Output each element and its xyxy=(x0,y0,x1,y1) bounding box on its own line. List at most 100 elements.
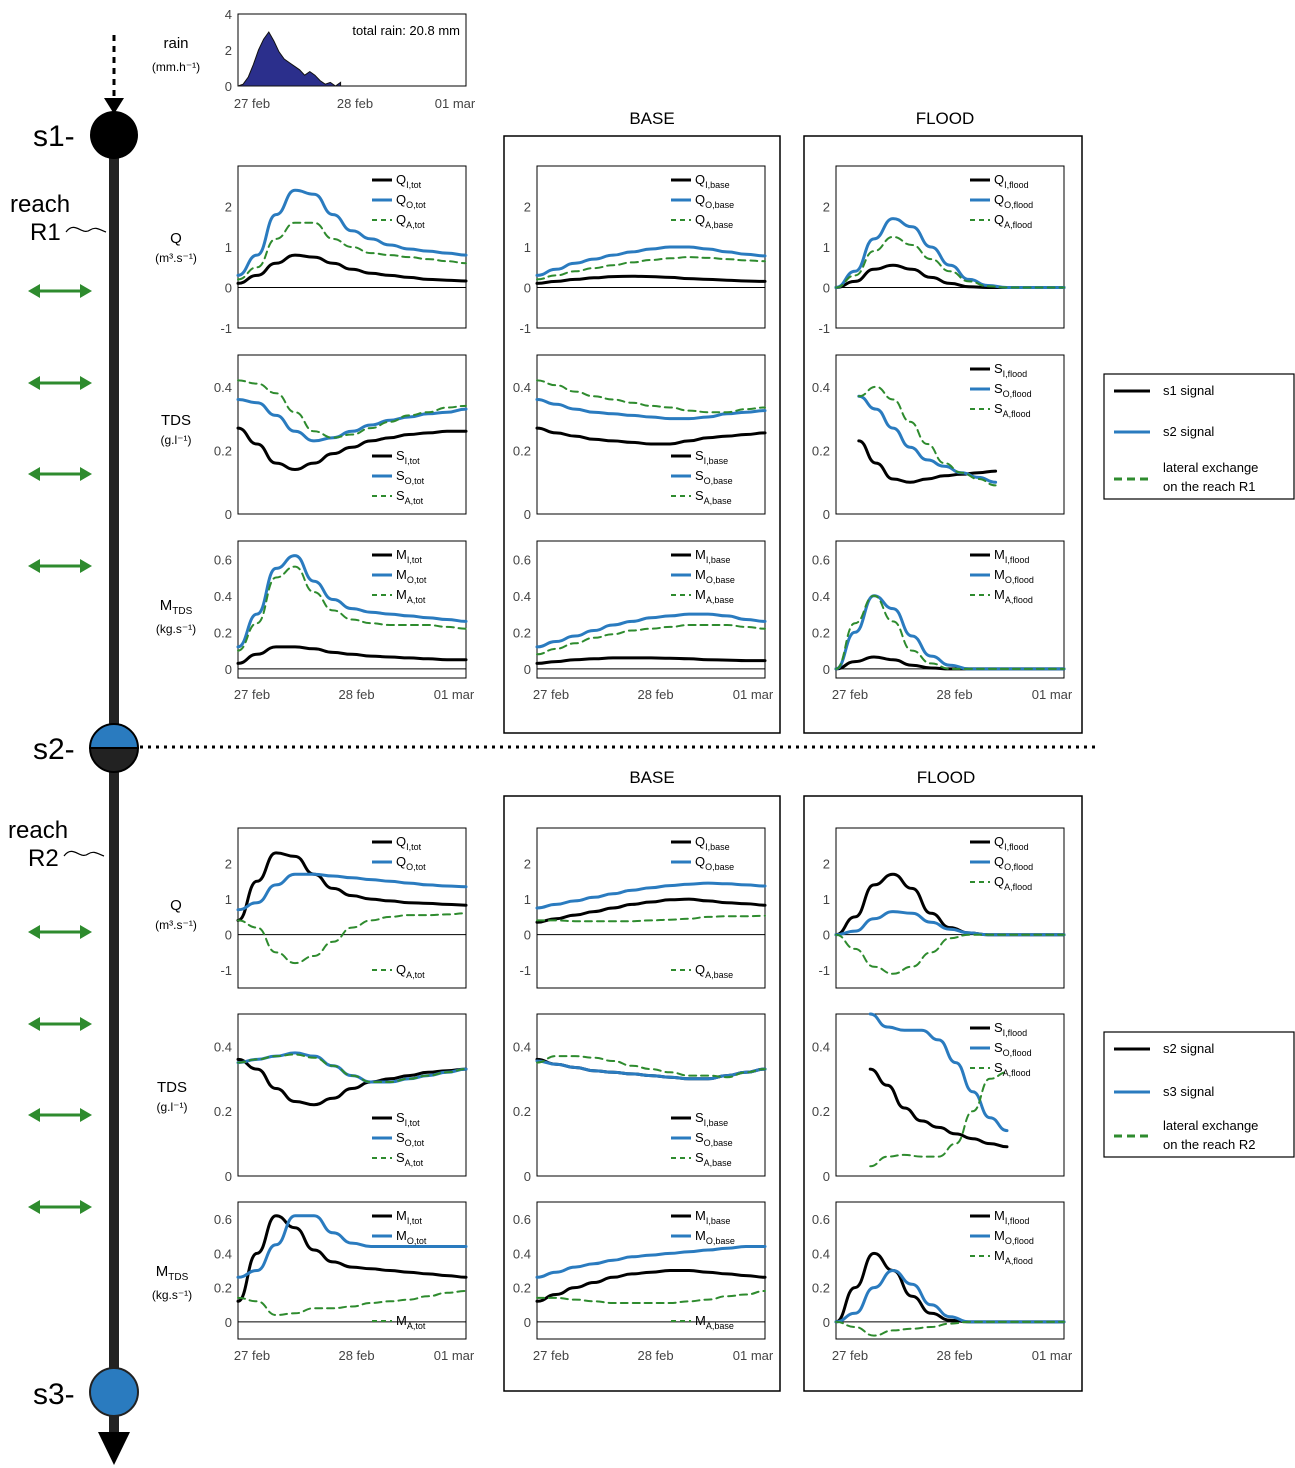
series-line-lateral xyxy=(536,256,766,281)
panel-axes xyxy=(536,540,766,679)
q-label-r2: Q xyxy=(170,897,182,914)
ytick-label: 0 xyxy=(225,1169,232,1184)
xtick-label: 28 feb xyxy=(637,1348,673,1363)
m-unit-r2: (kg.s⁻¹) xyxy=(152,1288,192,1302)
panel-legend-label: MO,flood xyxy=(994,1228,1034,1246)
exchange-arrow-head-left xyxy=(28,376,40,390)
exchange-arrow-3 xyxy=(28,467,92,481)
panel-legend-label: SI,flood xyxy=(994,1020,1027,1038)
ytick-label: 0 xyxy=(225,1315,232,1330)
series-line-outflow xyxy=(535,1245,767,1279)
panel-r2-flood-m: 0 0.2 0.4 0.6 MI,flood MO,flood MA,flood 27 feb… xyxy=(812,1201,1073,1363)
panel-r1-tot-tds: 0 0.2 0.4 SI,tot SO,tot SA,tot xyxy=(214,354,468,522)
panel-axes xyxy=(237,827,467,989)
series-line-lateral xyxy=(237,221,467,281)
panel-legend-label: QA,base xyxy=(695,212,733,230)
ytick-label: 0.4 xyxy=(513,1246,531,1261)
panel-legend-label: QI,base xyxy=(695,834,730,852)
ytick-label: -1 xyxy=(519,321,531,336)
ytick-label: 0 xyxy=(524,928,531,943)
series-line-inflow xyxy=(535,897,767,924)
panel-legend-label: QI,flood xyxy=(994,172,1029,190)
series-line-lateral xyxy=(536,1290,766,1305)
ytick-label: 0 xyxy=(524,507,531,522)
panel-legend-label: QO,base xyxy=(695,192,734,210)
exchange-arrow-7 xyxy=(28,1108,92,1122)
panel-legend-label: SO,flood xyxy=(994,381,1032,399)
panel-legend-label: QI,flood xyxy=(994,834,1029,852)
legend-r1-s2-label: s2 signal xyxy=(1163,424,1214,439)
panel-legend-label: MA,flood xyxy=(994,1248,1033,1266)
panel-axes xyxy=(536,1201,766,1340)
exchange-arrow-head-left xyxy=(28,925,40,939)
rain-xtick-1: 27 feb xyxy=(234,96,270,111)
xtick-label: 28 feb xyxy=(936,687,972,702)
series-line-lateral xyxy=(237,1290,467,1317)
ytick-label: -1 xyxy=(220,963,232,978)
panel-legend-label: MI,base xyxy=(695,547,730,565)
outflow-arrowhead xyxy=(98,1432,130,1465)
series-line-lateral xyxy=(869,1071,1008,1168)
base-title-r1: BASE xyxy=(629,109,674,128)
ytick-label: 0.2 xyxy=(812,625,830,640)
panel-legend-label: QO,flood xyxy=(994,192,1033,210)
panel-legend-label: SI,tot xyxy=(396,448,420,466)
panel-legend-label: MA,tot xyxy=(396,587,426,605)
ytick-label: 0 xyxy=(524,662,531,677)
legend-r2-s2-label: s2 signal xyxy=(1163,1041,1214,1056)
panel-legend-label: MI,tot xyxy=(396,547,422,565)
exchange-arrow-head-right xyxy=(80,1108,92,1122)
m-unit-r1: (kg.s⁻¹) xyxy=(156,622,196,636)
ytick-label: 0.2 xyxy=(812,1281,830,1296)
ytick-label: 0.4 xyxy=(812,1039,830,1054)
m-label-r2: MTDS xyxy=(156,1263,189,1283)
tds-label-r2: TDS xyxy=(157,1079,187,1096)
ytick-label: 0.2 xyxy=(513,1281,531,1296)
series-line-inflow xyxy=(236,645,468,665)
exchange-arrow-head-left xyxy=(28,1108,40,1122)
legend-r2: s2 signal s3 signal lateral exchange on … xyxy=(1103,1031,1295,1158)
series-line-lateral xyxy=(237,379,467,439)
ytick-label: 0.6 xyxy=(812,552,830,567)
ytick-label: 2 xyxy=(524,200,531,215)
panel-r2-flood-q: -1 0 1 2 QI,flood QO,flood QA,flood xyxy=(818,827,1066,989)
base-frame-r1 xyxy=(503,135,781,734)
ytick-label: 0.4 xyxy=(513,589,531,604)
rain-total-annotation: total rain: 20.8 mm xyxy=(352,23,460,38)
exchange-arrow-head-right xyxy=(80,1017,92,1031)
panel-legend-label: MO,flood xyxy=(994,567,1034,585)
ytick-label: 0.6 xyxy=(214,1212,232,1227)
panel-legend-label: SO,tot xyxy=(396,468,425,486)
ytick-label: 0.2 xyxy=(513,443,531,458)
panel-legend-label: QI,base xyxy=(695,172,730,190)
station-s2-label: s2- xyxy=(33,733,75,766)
panel-legend-label: SO,flood xyxy=(994,1040,1032,1058)
panel-r1-flood-m: 0 0.2 0.4 0.6 MI,flood MO,flood MA,flood 27 feb… xyxy=(812,540,1073,702)
panel-axes xyxy=(835,1013,1065,1177)
ytick-label: 1 xyxy=(225,892,232,907)
rain-ytick-0: 0 xyxy=(225,79,232,94)
panel-axes xyxy=(835,165,1065,329)
panel-legend-label: MO,tot xyxy=(396,1228,427,1246)
panel-legend-label: SA,base xyxy=(695,1150,732,1168)
xtick-label: 28 feb xyxy=(637,687,673,702)
xtick-label: 28 feb xyxy=(338,1348,374,1363)
exchange-arrow-head-left xyxy=(28,467,40,481)
ytick-label: 0 xyxy=(524,1315,531,1330)
panel-r2-base-tds: 0 0.2 0.4 SI,base SO,base SA,base xyxy=(513,1013,767,1184)
series-line-inflow xyxy=(535,274,767,285)
panel-legend-label: MO,tot xyxy=(396,567,427,585)
exchange-arrow-5 xyxy=(28,925,92,939)
legend-r1: s1 signal s2 signal lateral exchange on … xyxy=(1103,373,1295,500)
panel-legend-label: QO,base xyxy=(695,854,734,872)
exchange-arrow-8 xyxy=(28,1200,92,1214)
reach-r2-label-1: reach xyxy=(8,817,68,844)
station-s1-marker xyxy=(90,111,138,159)
rain-ytick-2: 2 xyxy=(225,43,232,58)
panel-r1-base-m: 0 0.2 0.4 0.6 MI,base MO,base MA,base 27 feb 28 … xyxy=(513,540,774,702)
xtick-label: 01 mar xyxy=(1032,1348,1073,1363)
xtick-label: 27 feb xyxy=(533,687,569,702)
series-line-lateral xyxy=(835,1320,1065,1337)
reach-r1-label-1: reach xyxy=(10,191,70,218)
ytick-label: 0.6 xyxy=(513,552,531,567)
